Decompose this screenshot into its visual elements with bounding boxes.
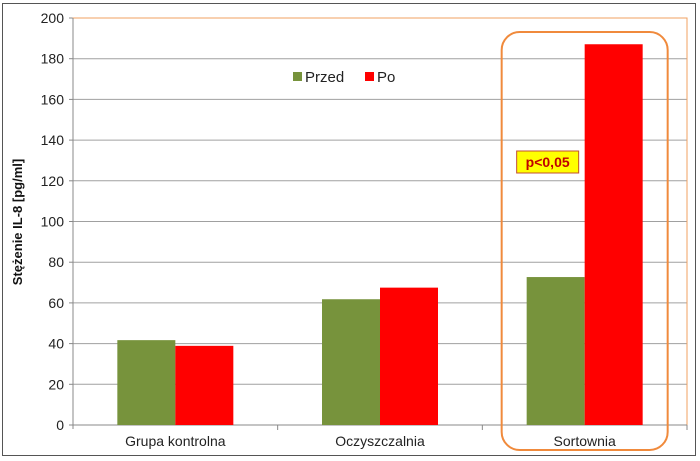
annotation-box xyxy=(516,150,580,174)
y-tick-label: 160 xyxy=(41,91,65,107)
bar-po-0 xyxy=(175,345,234,425)
x-tick-label: Grupa kontrolna xyxy=(125,433,226,449)
bar-przed-1 xyxy=(322,299,380,425)
bar-po-2 xyxy=(584,44,643,426)
y-tick-label: 80 xyxy=(48,254,64,270)
bar-przed-2 xyxy=(526,277,585,425)
annotation-text: p<0,05 xyxy=(526,154,570,170)
y-tick-label: 140 xyxy=(41,132,65,148)
y-tick-label: 180 xyxy=(41,51,65,67)
bar-przed-0 xyxy=(117,340,176,425)
chart-frame xyxy=(2,3,696,456)
legend-label-po: Po xyxy=(377,69,395,86)
x-tick-label: Sortownia xyxy=(554,433,616,449)
y-tick-label: 100 xyxy=(41,214,65,230)
y-tick-label: 0 xyxy=(56,417,64,433)
y-axis-title: Stężenie IL-8 [pg/ml] xyxy=(10,159,25,285)
y-tick-label: 60 xyxy=(48,295,64,311)
y-tick-label: 120 xyxy=(41,173,65,189)
y-tick-label: 200 xyxy=(41,10,65,26)
y-tick-label: 40 xyxy=(48,336,64,352)
highlight-box xyxy=(500,31,669,451)
legend-label-przed: Przed xyxy=(305,69,344,86)
legend-swatch-przed xyxy=(293,72,302,81)
x-tick-label: Oczyszczalnia xyxy=(335,433,425,449)
y-tick-label: 20 xyxy=(48,376,64,392)
legend-swatch-po xyxy=(365,72,374,81)
bar-po-1 xyxy=(380,287,438,425)
